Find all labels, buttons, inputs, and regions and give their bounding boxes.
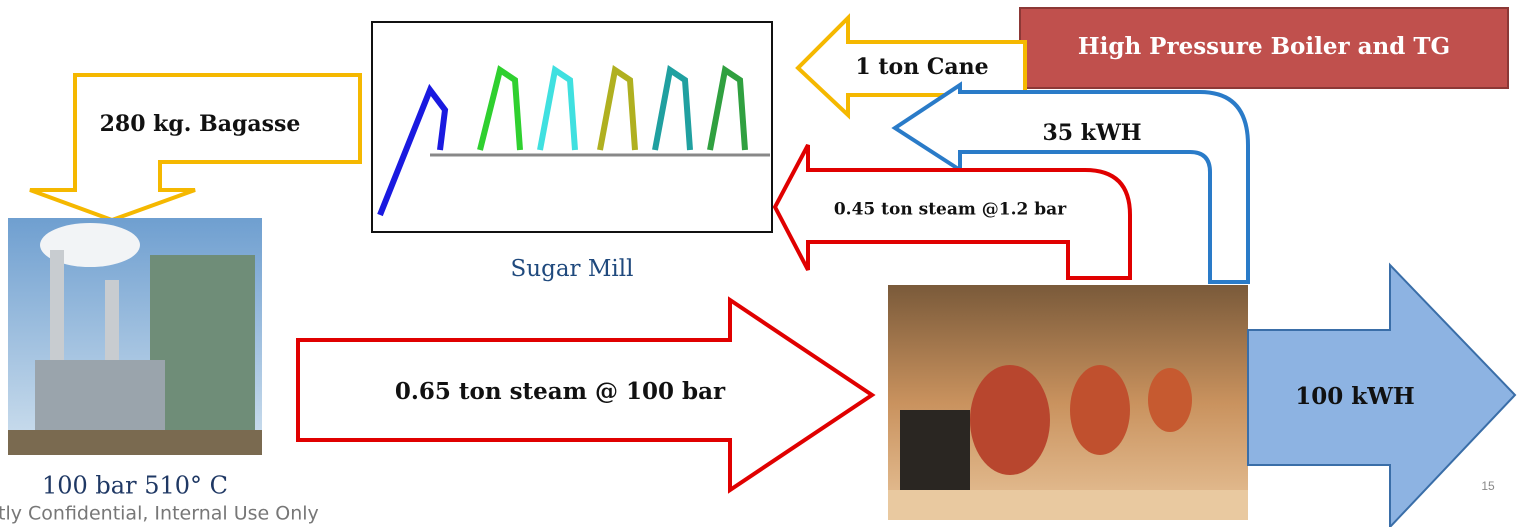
turbine-image (888, 285, 1248, 520)
boiler-label: 100 bar 510° C (42, 472, 228, 500)
boiler-image (8, 218, 262, 455)
power-to-mill-label: 35 kWH (1042, 120, 1141, 146)
sugar-mill-label: Sugar Mill (511, 256, 634, 282)
cane-label: 1 ton Cane (855, 54, 988, 80)
page-number: 15 (1481, 479, 1495, 493)
bagasse-label: 280 kg. Bagasse (100, 111, 301, 137)
bagasse-arrow (30, 75, 360, 220)
high-steam-label: 0.65 ton steam @ 100 bar (395, 378, 726, 405)
title: High Pressure Boiler and TG (1078, 33, 1450, 60)
page: {"title_box": "High Pressure Boiler and … (0, 0, 1524, 527)
power-out-label: 100 kWH (1295, 383, 1415, 410)
sugar-mill-image (372, 22, 772, 232)
footer: tly Confidential, Internal Use Only (0, 503, 319, 525)
slide: High Pressure Boiler and TG Sugar Mill 1… (0, 0, 1524, 527)
low-steam-label: 0.45 ton steam @1.2 bar (834, 200, 1067, 220)
